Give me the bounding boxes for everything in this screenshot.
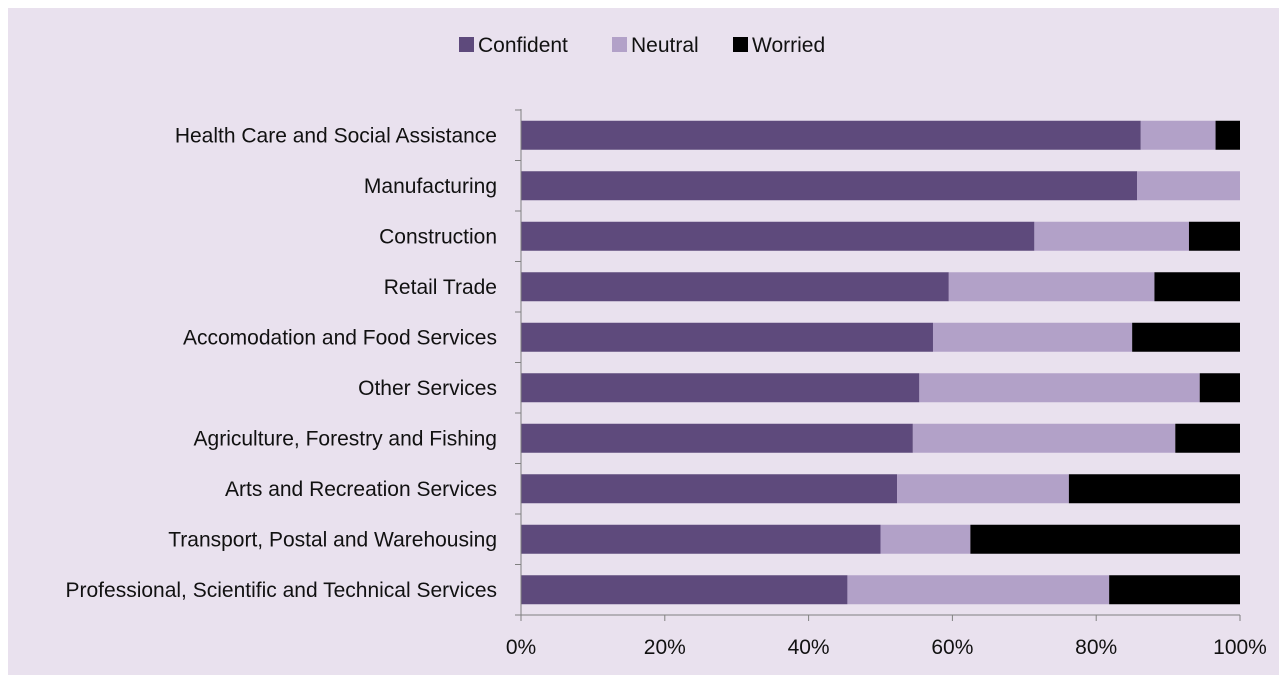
legend-label-worried: Worried: [752, 34, 825, 57]
category-label: Retail Trade: [384, 276, 497, 299]
legend-item-confident: Confident: [459, 34, 568, 57]
bar-row-accomodation-and-food-services: [521, 322, 1240, 352]
bar-confident-health-care-and-social-assistance: [521, 120, 1141, 150]
bar-worried-accomodation-and-food-services: [1132, 322, 1240, 352]
bar-row-retail-trade: [521, 272, 1240, 302]
legend-item-neutral: Neutral: [612, 34, 699, 57]
bar-row-professional-scientific-and-technical-services: [521, 575, 1240, 605]
bar-neutral-construction: [1034, 221, 1189, 251]
stacked-bar-chart: Confident Neutral Worried Health Care and …: [66, 34, 1267, 659]
category-label: Agriculture, Forestry and Fishing: [194, 427, 497, 450]
bar-confident-professional-scientific-and-technical-services: [521, 575, 848, 605]
category-label: Professional, Scientific and Technical S…: [66, 579, 498, 602]
x-tick-label: 100%: [1213, 636, 1267, 659]
bar-neutral-agriculture-forestry-and-fishing: [912, 423, 1176, 453]
bar-confident-other-services: [521, 373, 920, 403]
x-axis: 0% 20% 40% 60% 80% 100%: [506, 614, 1267, 659]
category-label: Manufacturing: [364, 175, 497, 198]
x-tick-label: 60%: [931, 636, 973, 659]
bar-row-other-services: [521, 373, 1240, 403]
bar-row-transport-postal-and-warehousing: [521, 524, 1240, 554]
bar-neutral-arts-and-recreation-services: [897, 474, 1069, 504]
bar-neutral-accomodation-and-food-services: [932, 322, 1133, 352]
bar-confident-retail-trade: [521, 272, 949, 302]
bar-confident-manufacturing: [521, 171, 1138, 201]
bar-worried-arts-and-recreation-services: [1068, 474, 1240, 504]
category-label: Arts and Recreation Services: [225, 478, 497, 501]
category-label: Transport, Postal and Warehousing: [168, 528, 497, 551]
category-label: Health Care and Social Assistance: [175, 124, 497, 147]
legend-item-worried: Worried: [733, 34, 825, 57]
bar-row-arts-and-recreation-services: [521, 474, 1240, 504]
x-tick-label: 20%: [644, 636, 686, 659]
y-axis: Health Care and Social Assistance Manufac…: [66, 109, 522, 616]
legend: Confident Neutral Worried: [459, 34, 825, 57]
bar-worried-retail-trade: [1154, 272, 1240, 302]
bar-neutral-manufacturing: [1137, 171, 1240, 201]
bar-neutral-professional-scientific-and-technical-services: [847, 575, 1110, 605]
bar-worried-professional-scientific-and-technical-services: [1109, 575, 1240, 605]
legend-label-confident: Confident: [478, 34, 568, 57]
legend-label-neutral: Neutral: [631, 34, 699, 57]
bar-worried-agriculture-forestry-and-fishing: [1175, 423, 1240, 453]
category-label: Construction: [379, 225, 497, 248]
bar-row-agriculture-forestry-and-fishing: [521, 423, 1240, 453]
x-tick-label: 0%: [506, 636, 536, 659]
bar-worried-construction: [1188, 221, 1240, 251]
bar-worried-health-care-and-social-assistance: [1215, 120, 1240, 150]
bar-row-health-care-and-social-assistance: [521, 120, 1240, 150]
x-tick-label: 40%: [788, 636, 830, 659]
bar-row-manufacturing: [521, 171, 1240, 201]
bar-confident-arts-and-recreation-services: [521, 474, 898, 504]
bar-neutral-health-care-and-social-assistance: [1140, 120, 1216, 150]
category-label: Other Services: [358, 377, 497, 400]
bar-confident-construction: [521, 221, 1035, 251]
legend-swatch-worried: [733, 37, 748, 52]
x-tick-label: 80%: [1075, 636, 1117, 659]
bar-worried-other-services: [1199, 373, 1240, 403]
chart-panel: Confident Neutral Worried Health Care and …: [8, 8, 1279, 675]
bar-confident-transport-postal-and-warehousing: [521, 524, 881, 554]
legend-swatch-confident: [459, 37, 474, 52]
bar-neutral-transport-postal-and-warehousing: [880, 524, 971, 554]
bar-neutral-retail-trade: [948, 272, 1155, 302]
legend-swatch-neutral: [612, 37, 627, 52]
bar-confident-agriculture-forestry-and-fishing: [521, 423, 913, 453]
bar-row-construction: [521, 221, 1240, 251]
bars: [521, 120, 1240, 605]
category-label: Accomodation and Food Services: [183, 326, 497, 349]
bar-neutral-other-services: [919, 373, 1200, 403]
bar-confident-accomodation-and-food-services: [521, 322, 933, 352]
bar-worried-transport-postal-and-warehousing: [970, 524, 1240, 554]
